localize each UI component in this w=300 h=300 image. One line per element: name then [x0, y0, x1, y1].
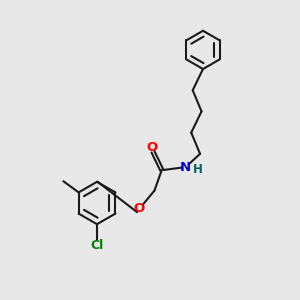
- Text: Cl: Cl: [90, 239, 104, 252]
- Text: O: O: [147, 141, 158, 154]
- Text: N: N: [180, 160, 191, 174]
- Text: O: O: [134, 202, 145, 215]
- Text: H: H: [193, 163, 202, 176]
